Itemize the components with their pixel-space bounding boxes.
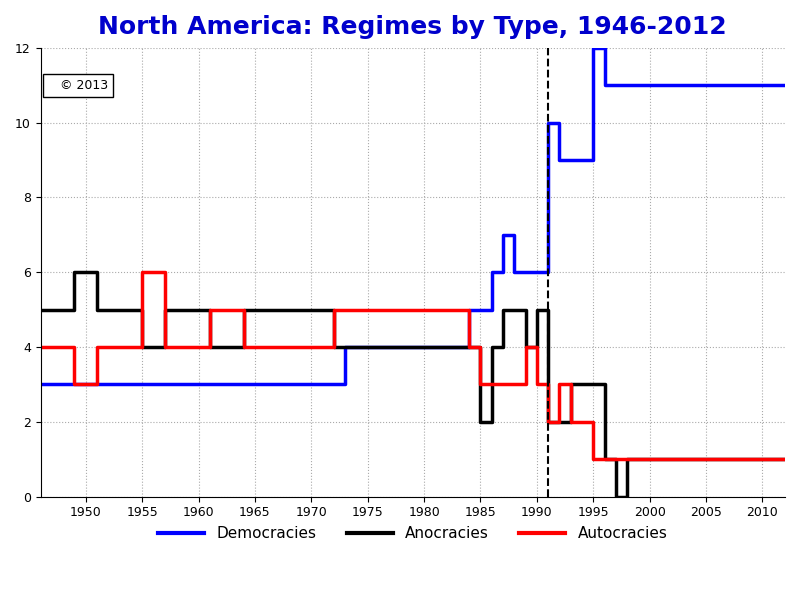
Legend: Democracies, Anocracies, Autocracies: Democracies, Anocracies, Autocracies — [152, 520, 674, 547]
Text: © 2013: © 2013 — [48, 79, 108, 92]
Title: North America: Regimes by Type, 1946-2012: North America: Regimes by Type, 1946-201… — [98, 15, 727, 39]
